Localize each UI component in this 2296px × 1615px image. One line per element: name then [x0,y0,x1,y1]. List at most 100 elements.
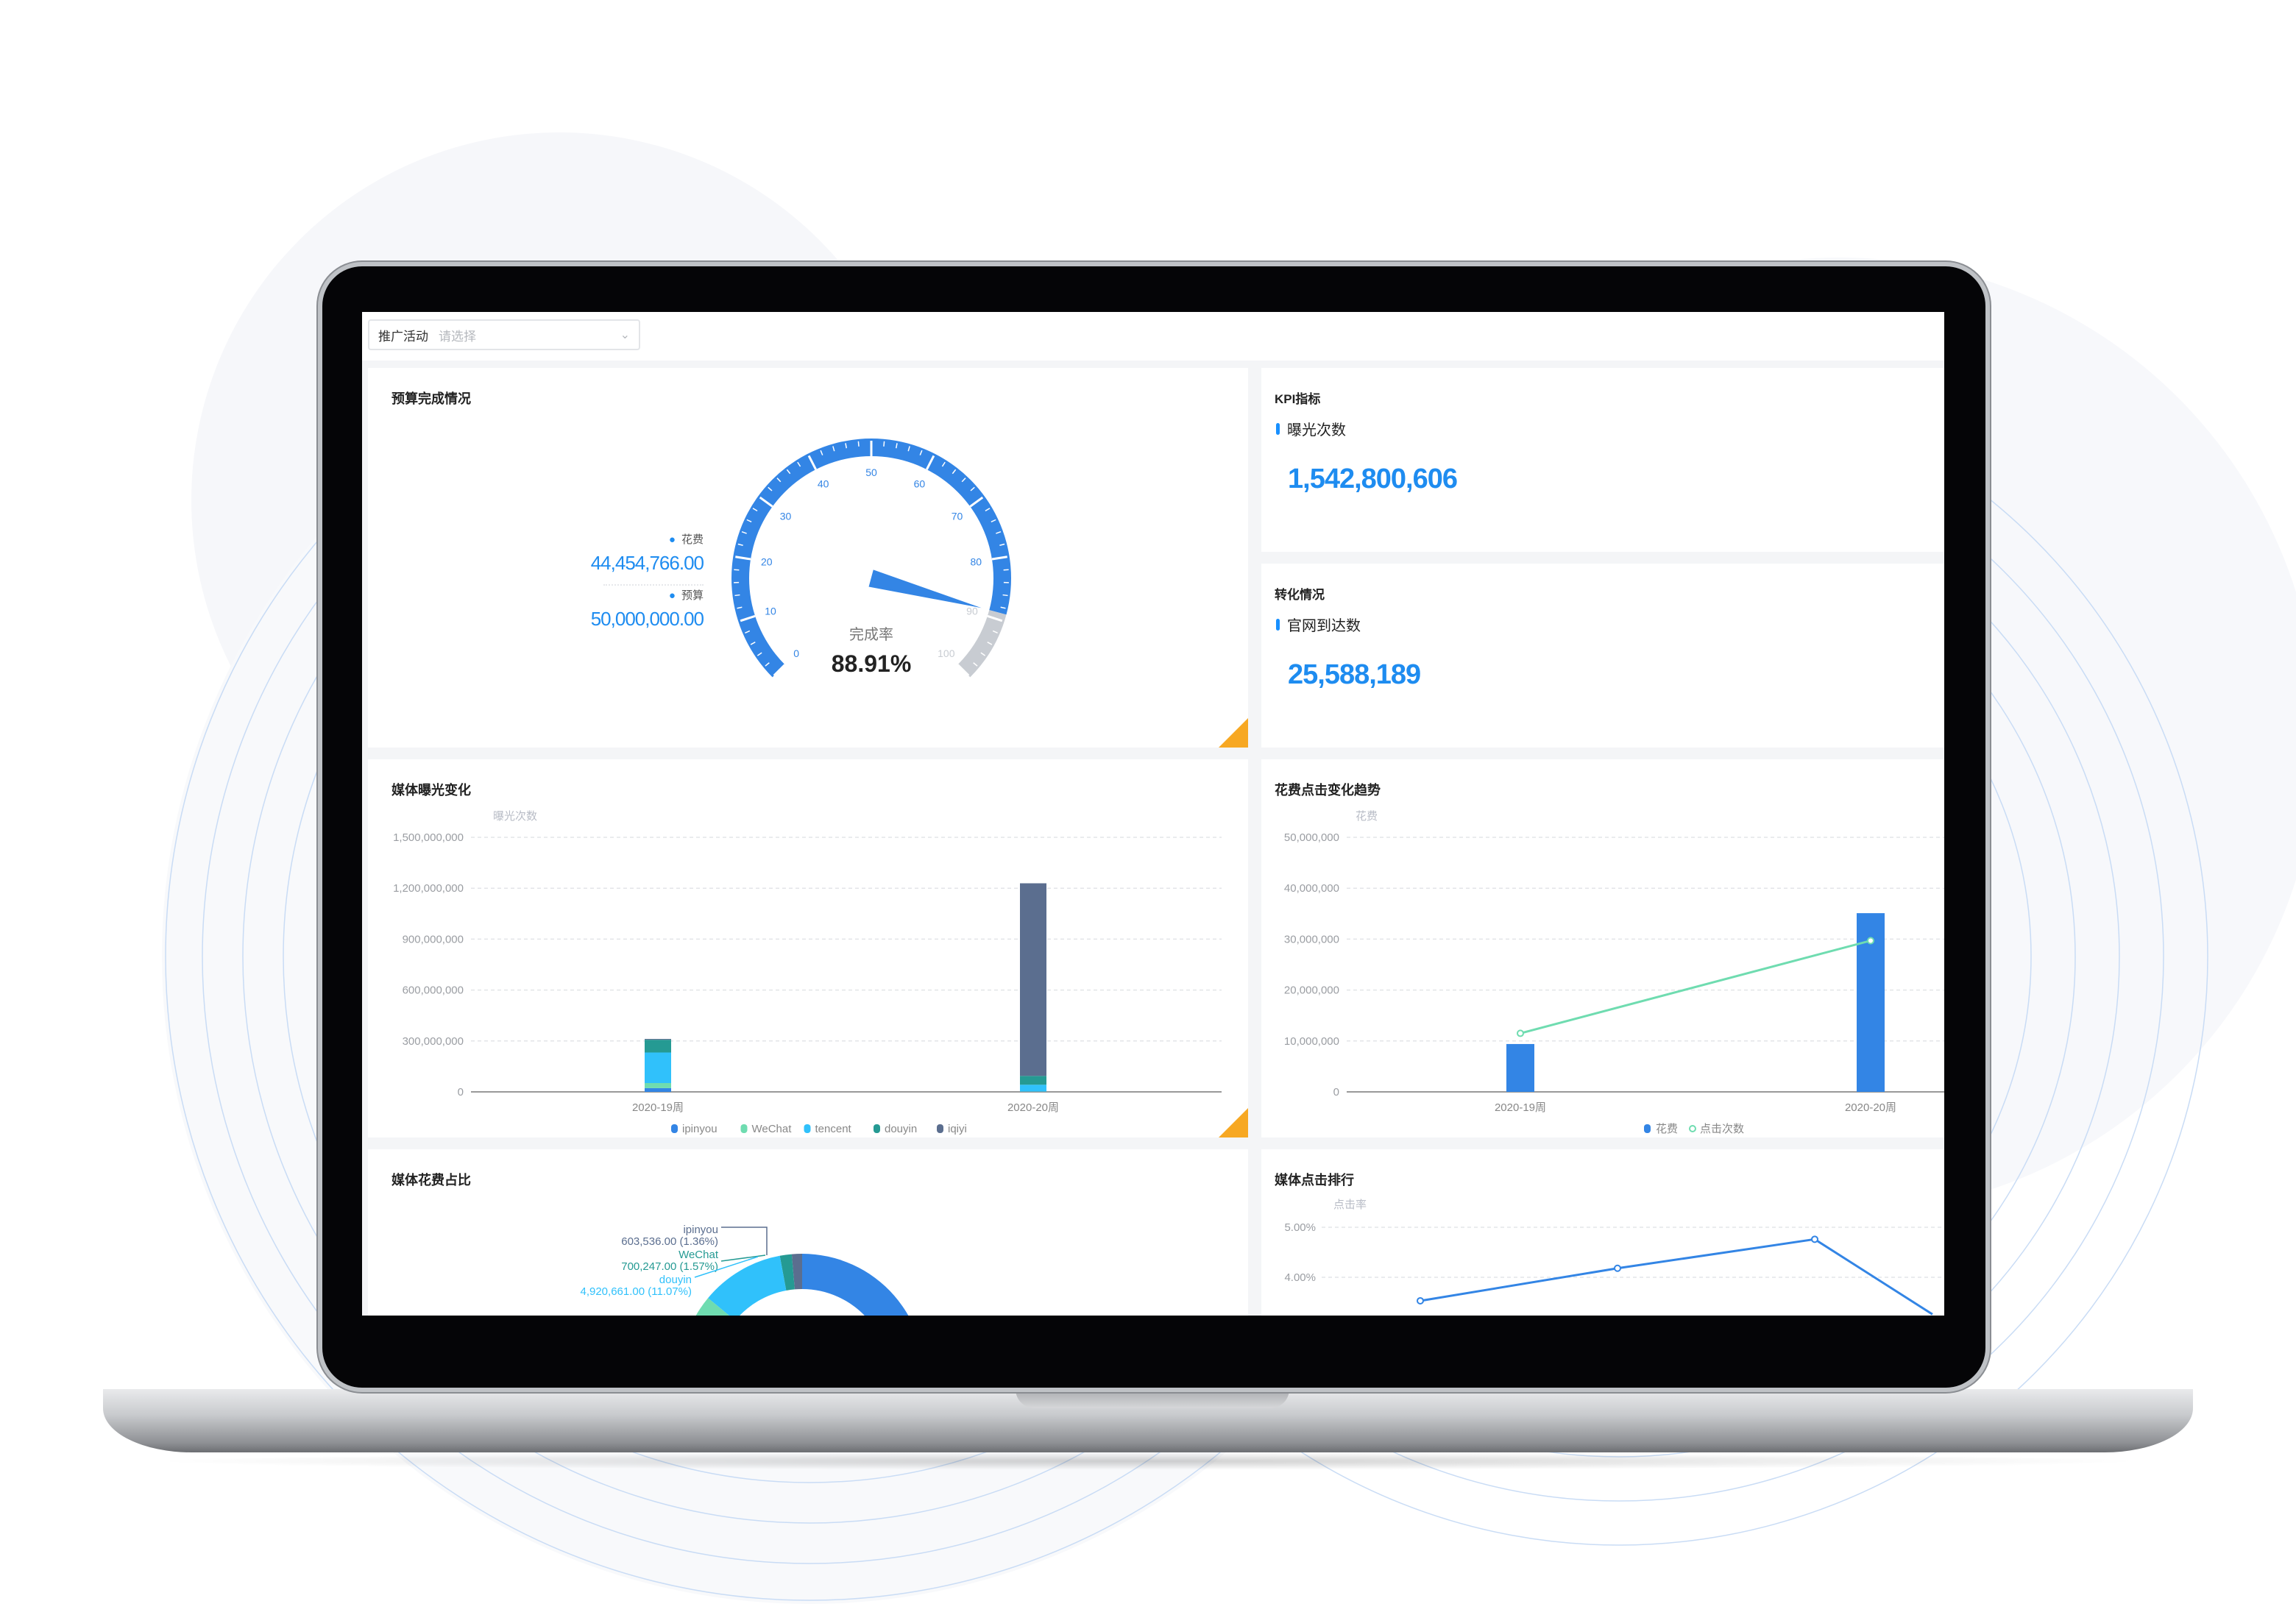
legend-item-clicks: 点击次数 [1700,1123,1744,1135]
gauge-tick [926,455,935,470]
y-axis-title: 点击率 [1333,1199,1367,1211]
panel-title: 转化情况 [1275,588,1325,602]
gauge-tick [750,642,756,645]
clicks-line [1520,940,1871,1034]
conversion-metric-label-text: 官网到达数 [1287,618,1361,634]
legend-swatch [671,1124,678,1133]
donut-slice-douyin [708,1255,787,1316]
spend-value: 44,454,766.00 [590,552,704,574]
gauge-tick [996,530,1002,534]
bar-segment-WeChat [645,1083,671,1088]
legend-swatch [874,1124,880,1133]
gauge-tick [757,652,762,656]
gauge-progress-arc [731,439,1011,678]
y-tick-label: 4.00% [1284,1271,1316,1284]
conversion-panel: 转化情况 官网到达数 25,588,189 [1261,564,1944,748]
resize-corner-icon[interactable] [1219,718,1248,748]
gauge-tick [1000,606,1006,609]
rate-value: 88.91% [831,650,912,677]
x-tick-label: 2020-20周 [1845,1101,1896,1114]
budget-panel: 预算完成情况 ● 花费 44,454,766.00 ● 预算 50,000,000.… [368,368,1248,748]
panel-title: 预算完成情况 [391,391,471,406]
bar-segment-iqiyi [645,1039,671,1040]
gauge-tick [807,455,817,470]
bullet-icon: ● [668,533,676,546]
gauge-tick [741,530,747,534]
bullet-icon: ● [668,589,676,602]
gauge-tick [1002,594,1008,597]
gauge-tick [952,469,957,475]
accent-bar [1276,618,1280,631]
kpi-metric-value: 1,542,800,606 [1288,464,1458,494]
x-tick-label: 2020-19周 [632,1101,684,1114]
budget-label: ● 预算 [556,587,704,603]
gauge-tick [991,556,1007,561]
legend-swatch [1644,1124,1651,1133]
media-click-rank-chart: 4.00% 5.00% 点击率 [1284,1199,1944,1316]
donut-slice [802,1254,909,1316]
gauge-tick [980,652,986,656]
bar-segment-tencent [645,1052,671,1084]
gauge-tick-label: 30 [780,510,792,522]
gauge-remaining-arc [957,610,1007,678]
rate-label: 完成率 [849,627,893,643]
campaign-select[interactable]: 推广活动 请选择 ⌄ [368,319,640,350]
label-leader-line [721,1227,768,1255]
bar-segment-douyin [1020,1076,1046,1085]
legend-item-spend: 花费 [1656,1123,1678,1135]
gauge-tick [759,496,773,508]
legend-item-ipinyou: ipinyou [682,1123,718,1135]
gauge-tick [941,461,946,467]
conversion-metric-value: 25,588,189 [1288,659,1421,690]
gauge-tick [737,543,743,546]
spend-label: ● 花费 [556,531,704,547]
x-tick-label: 2020-19周 [1495,1101,1546,1114]
gauge-tick [987,642,993,645]
y-tick-label: 1,500,000,000 [393,831,464,844]
panel-title: 媒体曝光变化 [391,783,471,798]
y-axis-title: 曝光次数 [493,810,537,823]
y-tick-label: 20,000,000 [1284,984,1339,997]
slice-name-label: WeChat [678,1249,719,1261]
y-tick-label: 0 [1333,1086,1339,1098]
gauge-tick-label: 80 [970,556,982,567]
x-tick-label: 2020-20周 [1007,1101,1059,1114]
y-tick-label: 10,000,000 [1284,1035,1339,1048]
conversion-metric-label: 官网到达数 [1276,614,1361,635]
y-tick-label: 50,000,000 [1284,831,1339,844]
media-spend-share-panel: 媒体花费占比 ipinyou 603,536.00 (1.36%) WeChat 70… [368,1149,1248,1316]
donut-slice [695,1298,729,1316]
legend-swatch [937,1124,943,1133]
kpi-panel: KPI指标 曝光次数 1,542,800,606 [1261,368,1944,552]
media-exposure-panel: 媒体曝光变化 0 300,000,000 600,000,000 900,000,00… [368,759,1248,1137]
gauge-tick [992,630,998,633]
gauge-tick-label: 40 [818,478,829,490]
dashboard-screen: 推广活动 请选择 ⌄ 预算完成情况 ● 花费 44,454,766.00 ● 预算 … [362,312,1944,1316]
gauge-tick [987,614,1003,622]
gauge-tick-label: 100 [938,647,955,659]
gauge-tick [991,519,996,523]
gauge-tick [832,446,835,452]
budget-value: 50,000,000.00 [590,608,704,630]
gauge-tick [820,450,823,455]
gauge-tick [786,469,791,475]
click-rate-point [1811,1235,1818,1243]
budget-label-text: 预算 [681,589,704,602]
y-axis-title: 花费 [1356,810,1378,823]
bar-segment-iqiyi [1020,883,1046,1076]
gauge-tick [734,594,740,597]
gauge-tick [765,662,770,667]
bar-segment-tencent [1020,1085,1046,1092]
gauge-tick [969,496,984,508]
gauge-pointer [868,569,982,608]
gauge-tick [735,556,751,561]
kpi-metric-label: 曝光次数 [1276,418,1346,439]
accent-bar [1276,422,1280,435]
y-tick-label: 1,200,000,000 [393,882,464,895]
bar-segment-ipinyou [645,1087,671,1092]
resize-corner-icon[interactable] [1219,1108,1248,1137]
slice-value-label: 700,247.00 (1.57%) [621,1260,718,1273]
legend-item-iqiyi: iqiyi [948,1123,967,1135]
kpi-metric-label-text: 曝光次数 [1287,422,1346,439]
